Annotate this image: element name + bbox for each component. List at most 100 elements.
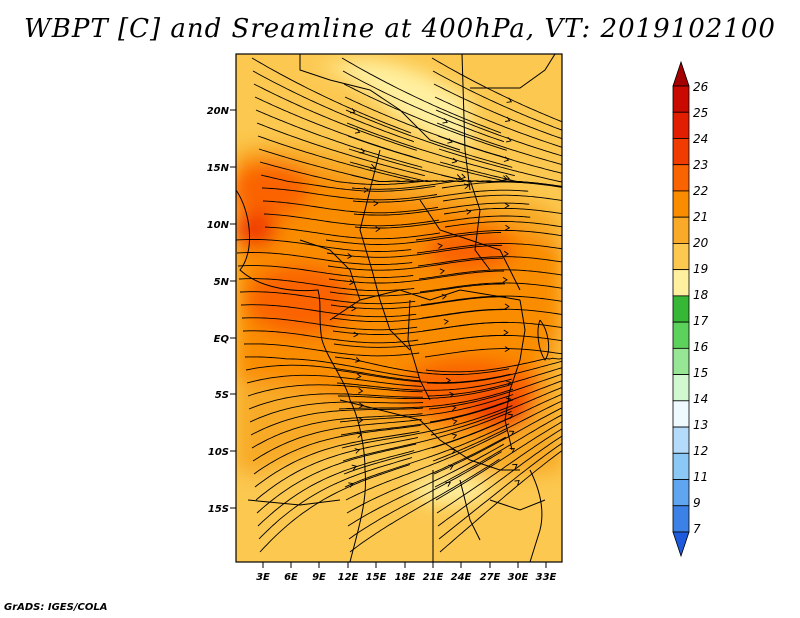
streamline — [346, 436, 506, 514]
streamline-arrow — [505, 116, 511, 122]
streamline-arrow — [441, 293, 447, 300]
streamline-arrow — [504, 202, 510, 209]
colorbar-label: 11 — [693, 470, 708, 484]
colorbar-swatch — [672, 426, 690, 454]
lat-label: EQ — [214, 334, 230, 345]
streamline — [257, 135, 428, 183]
streamline-arrow — [451, 433, 458, 439]
streamline — [249, 401, 424, 423]
streamline-arrow — [354, 128, 361, 134]
streamline-arrow — [503, 156, 510, 162]
streamline-arrow — [502, 277, 508, 283]
colorbar-label: 9 — [693, 496, 701, 510]
colorbar-label: 12 — [693, 444, 708, 458]
streamline — [236, 252, 413, 265]
streamline — [237, 265, 414, 279]
streamline — [415, 229, 562, 241]
streamline — [348, 451, 502, 540]
streamline — [245, 364, 421, 382]
streamline — [349, 458, 500, 553]
streamline — [421, 308, 562, 319]
streamline-arrow — [348, 482, 354, 488]
streamline-arrow — [443, 318, 449, 325]
streamline-arrow — [447, 138, 453, 144]
streamline — [441, 181, 562, 189]
streamline — [347, 443, 505, 527]
streamline — [327, 257, 504, 271]
streamline — [246, 374, 422, 387]
streamline — [251, 413, 423, 449]
streamline — [240, 304, 417, 318]
streamline-arrow — [452, 419, 458, 425]
streamline — [241, 317, 418, 331]
streamline — [242, 330, 419, 344]
streamline — [436, 122, 562, 166]
streamline-arrow — [349, 279, 355, 286]
colorbar-label: 25 — [693, 106, 708, 120]
streamline — [260, 174, 436, 192]
streamline — [419, 282, 562, 293]
lon-label: 15E — [366, 572, 387, 583]
streamline — [443, 207, 562, 215]
streamline-arrow — [508, 430, 515, 436]
country-borders — [236, 54, 556, 562]
streamline — [426, 360, 562, 384]
streamline — [432, 400, 562, 462]
streamline — [437, 135, 562, 174]
streamline — [423, 335, 562, 345]
colorbar-label: 17 — [693, 314, 709, 328]
streamline — [425, 357, 562, 373]
colorbar-swatch — [672, 111, 690, 139]
colorbar-swatch — [672, 479, 690, 507]
lat-label: 15N — [207, 163, 230, 174]
streamline — [353, 202, 530, 216]
streamline — [258, 457, 413, 540]
streamline — [424, 348, 562, 358]
streamline-arrow — [437, 243, 443, 249]
streamline — [418, 269, 562, 280]
chart-title: WBPT [C] and Sreamline at 400hPa, VT: 20… — [24, 14, 776, 44]
streamline — [416, 243, 562, 254]
colorbar-swatch — [672, 295, 690, 323]
streamline — [354, 215, 531, 229]
streamline-arrow — [504, 346, 510, 352]
streamline — [238, 278, 415, 292]
streamline — [259, 464, 411, 553]
streamline-arrow — [503, 250, 509, 257]
streamline — [341, 57, 502, 134]
streamline — [252, 418, 422, 462]
streamline-arrow — [514, 479, 520, 486]
streamline-arrow — [464, 183, 470, 190]
streamline-arrow — [451, 157, 458, 164]
streamline — [344, 423, 510, 488]
streamline — [439, 450, 562, 553]
streamline — [255, 109, 423, 168]
streamline — [251, 57, 412, 134]
lon-label: 6E — [284, 572, 298, 583]
streamline — [341, 405, 513, 449]
lat-label: 10N — [207, 220, 230, 231]
lat-label: 20N — [207, 106, 230, 117]
grads-credit: GrADS: IGES/COLA — [4, 602, 108, 613]
streamline — [437, 435, 562, 527]
streamline — [252, 70, 415, 143]
streamline — [250, 407, 424, 436]
streamline — [335, 369, 511, 384]
colorbar-swatch — [672, 269, 690, 297]
colorbar-label: 19 — [693, 262, 708, 276]
colorbar-swatch — [672, 505, 690, 533]
streamline — [420, 295, 562, 306]
streamline — [326, 244, 503, 258]
streamline — [444, 221, 562, 228]
streamlines — [236, 57, 562, 553]
streamline-arrow — [507, 413, 514, 420]
lat-label: 15S — [208, 504, 229, 515]
streamline — [342, 410, 512, 462]
streamline — [338, 388, 514, 410]
colorbar-label: 26 — [693, 80, 709, 94]
colorbar — [672, 60, 690, 558]
streamline-arrow — [356, 373, 362, 379]
colorbar-label: 22 — [693, 184, 708, 198]
streamline — [261, 187, 438, 201]
